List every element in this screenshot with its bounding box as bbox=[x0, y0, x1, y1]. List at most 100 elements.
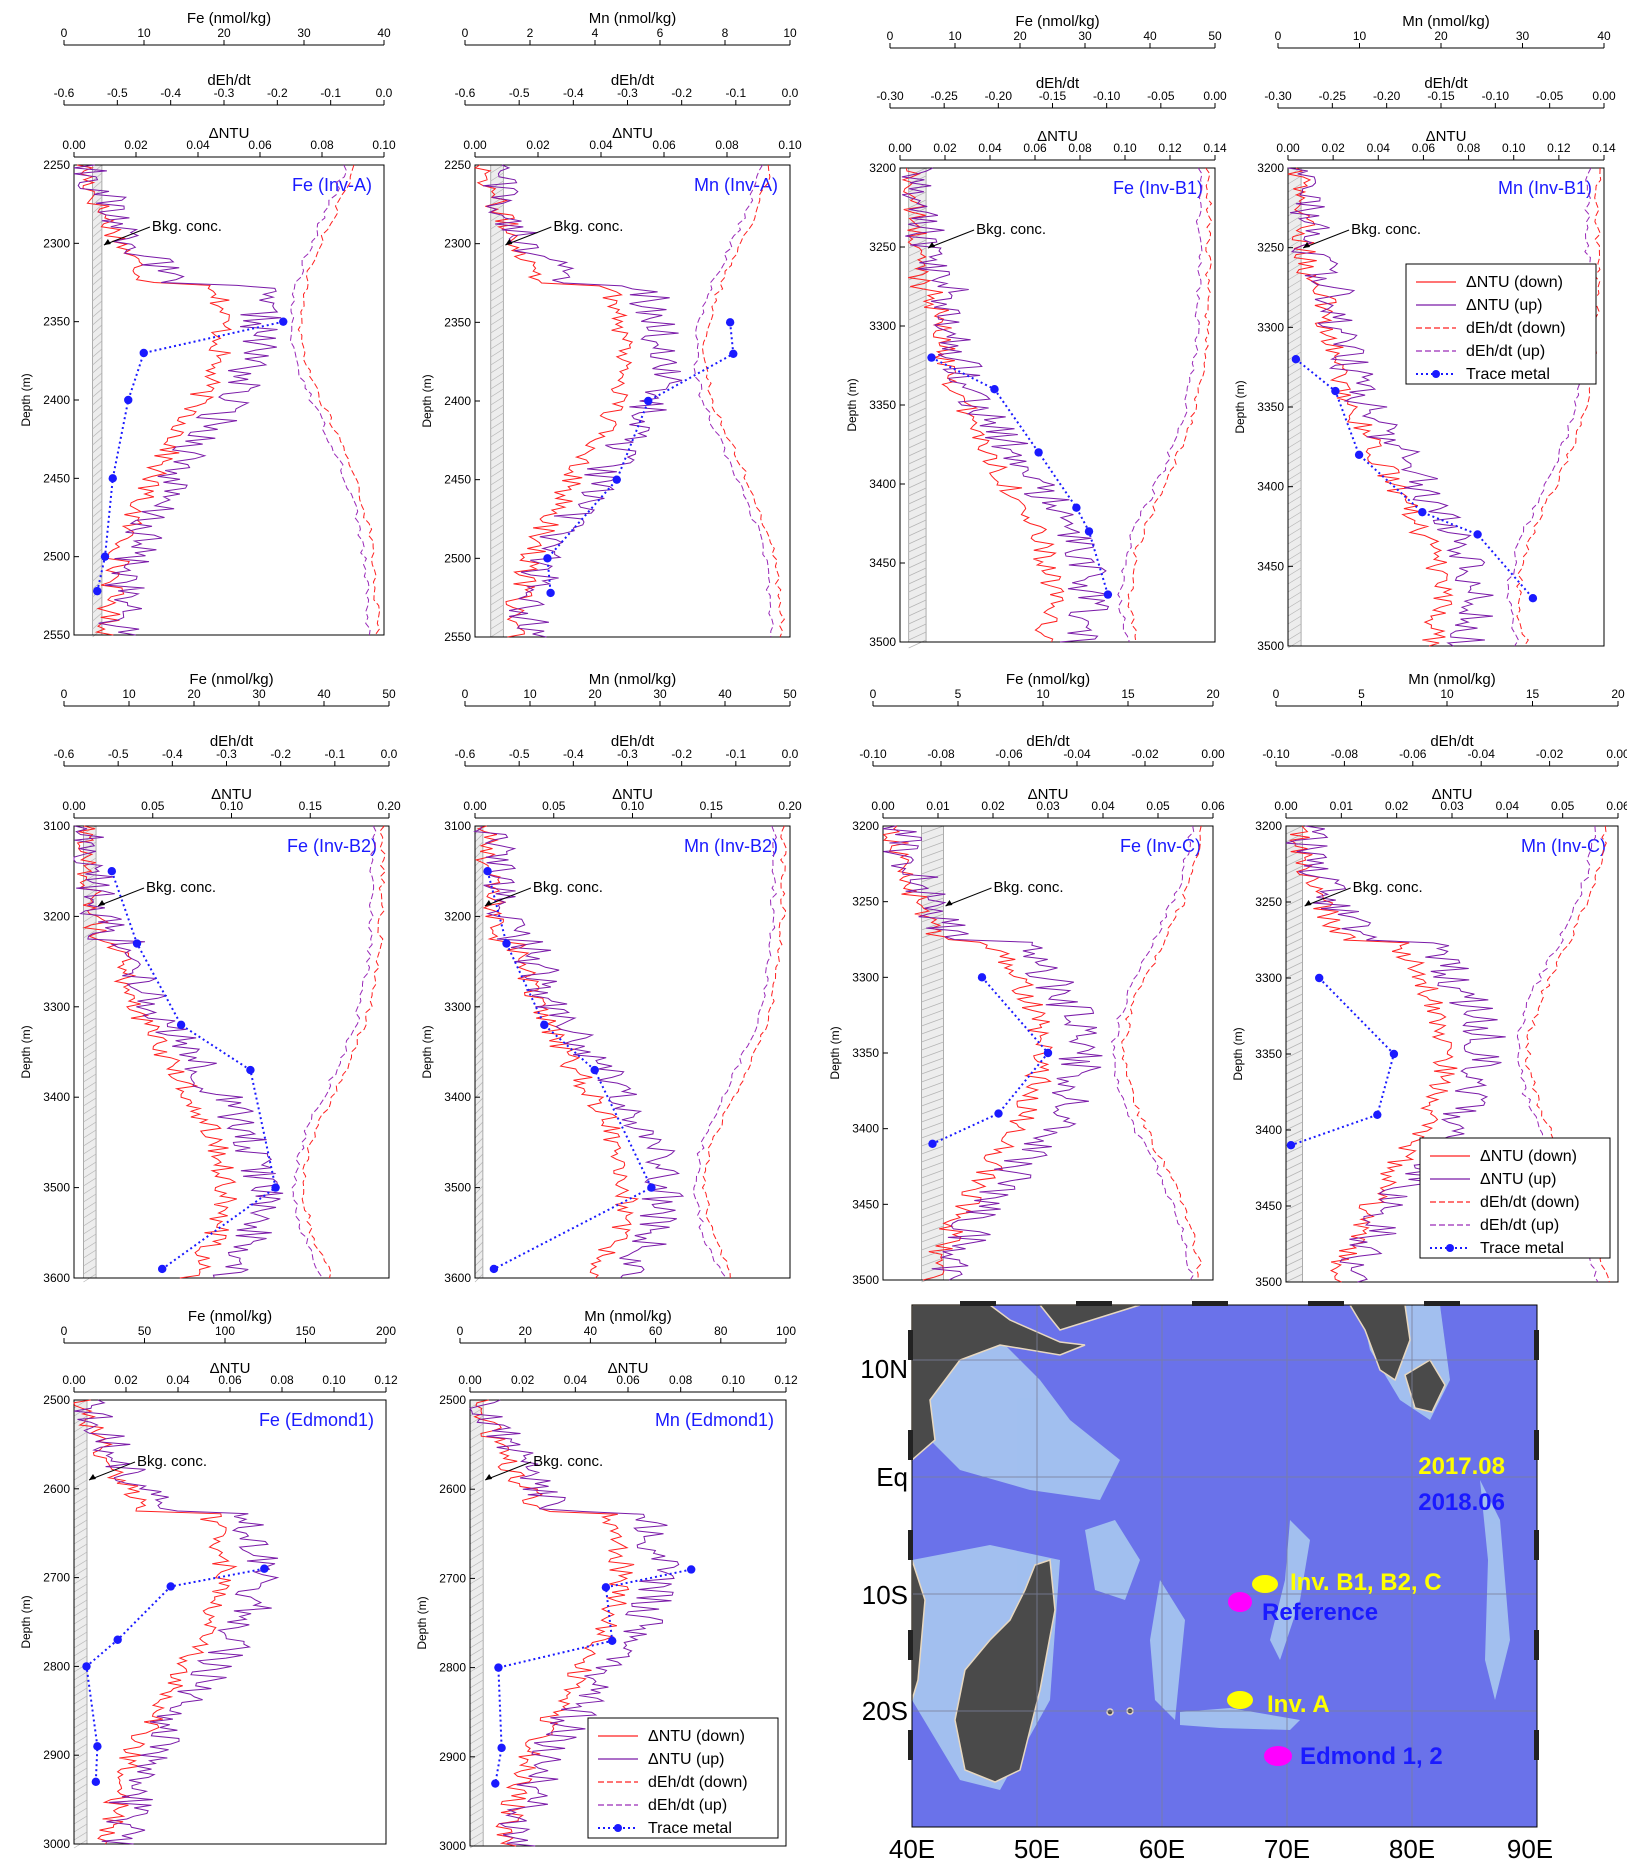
background-hatch bbox=[469, 1463, 484, 1473]
background-hatch bbox=[921, 1025, 944, 1035]
deh-axis-tick-label: -0.3 bbox=[617, 86, 638, 100]
ntu-axis-tick-label: 0.08 bbox=[715, 138, 739, 152]
ntu-axis-tick-label: 0.10 bbox=[1502, 141, 1526, 155]
background-hatch bbox=[1285, 1097, 1303, 1107]
depth-tick-label: 3200 bbox=[852, 819, 879, 833]
metal-axis-label: Fe (nmol/kg) bbox=[1006, 671, 1090, 688]
background-hatch bbox=[921, 945, 944, 955]
plot-frame bbox=[73, 1399, 387, 1845]
ntu-axis-tick-label: 0.10 bbox=[778, 138, 802, 152]
trace-metal-point bbox=[497, 1743, 506, 1753]
ntu-axis-tick-label: 0.00 bbox=[62, 138, 86, 152]
background-hatch bbox=[908, 431, 927, 441]
background-hatch bbox=[83, 1025, 97, 1035]
background-hatch bbox=[474, 857, 484, 867]
legend-label: ΔNTU (down) bbox=[648, 1728, 745, 1745]
deh-axis-label: dEh/dt bbox=[1026, 733, 1070, 750]
map-lon-labels: 40E 50E 60E 70E 80E 90E bbox=[889, 1834, 1553, 1864]
depth-tick-label: 3450 bbox=[1255, 1199, 1282, 1213]
legend-label: dEh/dt (up) bbox=[1480, 1217, 1559, 1234]
depth-tick-label: 2450 bbox=[444, 473, 471, 487]
site-marker-edmond bbox=[1264, 1746, 1292, 1766]
depth-tick-label: 3100 bbox=[43, 819, 70, 833]
ntu-axis-tick-label: 0.02 bbox=[1321, 141, 1345, 155]
background-hatch bbox=[92, 292, 103, 302]
background-hatch bbox=[490, 292, 504, 302]
background-hatch bbox=[474, 1017, 484, 1027]
background-hatch bbox=[1285, 1033, 1303, 1043]
depth-tick-label: 3600 bbox=[444, 1271, 471, 1285]
background-hatch bbox=[921, 1073, 944, 1083]
trace-metal-point bbox=[113, 1635, 122, 1644]
background-hatch bbox=[92, 612, 103, 622]
background-hatch bbox=[908, 495, 927, 505]
deh-axis-tick-label: -0.5 bbox=[107, 86, 128, 100]
metal-axis-tick-label: 5 bbox=[1358, 687, 1365, 701]
background-hatch bbox=[83, 1153, 97, 1163]
background-hatch bbox=[469, 1815, 484, 1825]
background-hatch bbox=[83, 1073, 97, 1083]
ntu-axis-tick-label: 0.04 bbox=[978, 141, 1002, 155]
background-hatch bbox=[921, 1169, 944, 1179]
background-hatch bbox=[908, 607, 927, 617]
plot-frame bbox=[1287, 167, 1605, 647]
ntu-axis-tick-label: 0.08 bbox=[1068, 141, 1092, 155]
ntu-axis-tick-label: 0.12 bbox=[774, 1373, 798, 1387]
background-hatch bbox=[474, 1025, 484, 1035]
background-hatch bbox=[73, 1479, 88, 1489]
background-hatch bbox=[92, 548, 103, 558]
deh-axis-tick-label: -0.04 bbox=[1468, 747, 1496, 761]
metal-axis-tick-label: 15 bbox=[1121, 687, 1135, 701]
deh-axis-tick-label: -0.15 bbox=[1427, 89, 1455, 103]
deh-axis-tick-label: -0.1 bbox=[324, 747, 345, 761]
background-hatch bbox=[73, 1823, 88, 1833]
background-hatch bbox=[469, 1607, 484, 1617]
background-hatch bbox=[469, 1479, 484, 1489]
background-hatch bbox=[474, 1241, 484, 1251]
background-hatch bbox=[92, 180, 103, 190]
deh-axis-tick-label: -0.2 bbox=[671, 747, 692, 761]
year-2018-label: 2018.06 bbox=[1418, 1489, 1505, 1516]
bkg-arrow-head bbox=[89, 1474, 96, 1480]
background-hatch bbox=[490, 284, 504, 294]
background-hatch bbox=[1287, 431, 1302, 441]
map-border-ticks bbox=[908, 1301, 1539, 1760]
background-hatch bbox=[490, 260, 504, 270]
metal-axis-tick-label: 0 bbox=[1273, 687, 1280, 701]
background-hatch bbox=[1287, 391, 1302, 401]
background-hatch bbox=[474, 961, 484, 971]
panel-title: Mn (Inv-A) bbox=[694, 175, 778, 195]
legend-box bbox=[1405, 263, 1597, 385]
ntu-down-line bbox=[1288, 825, 1458, 1283]
deh-up-line bbox=[1506, 167, 1592, 647]
metal-axis-tick-label: 0 bbox=[887, 29, 894, 43]
ntu-axis-label: ΔNTU bbox=[1432, 786, 1473, 803]
background-hatch bbox=[92, 308, 103, 318]
depth-tick-label: 3500 bbox=[1255, 1275, 1282, 1289]
deh-axis-tick-label: -0.4 bbox=[160, 86, 181, 100]
background-hatch bbox=[908, 527, 927, 537]
depth-tick-label: 3350 bbox=[1257, 400, 1284, 414]
background-hatch bbox=[490, 476, 504, 486]
background-hatch bbox=[490, 572, 504, 582]
background-hatch bbox=[83, 1193, 97, 1203]
background-hatch bbox=[83, 1209, 97, 1219]
background-hatch bbox=[908, 343, 927, 353]
panel-title: Fe (Edmond1) bbox=[259, 1410, 374, 1430]
depth-tick-label: 3300 bbox=[444, 1000, 471, 1014]
background-hatch bbox=[469, 1791, 484, 1801]
trace-metal-point bbox=[977, 973, 987, 982]
trace-metal-point bbox=[100, 552, 110, 561]
ntu-down-line bbox=[1287, 167, 1454, 647]
background-hatch bbox=[73, 1727, 88, 1737]
background-hatch bbox=[83, 985, 97, 995]
ntu-axis-tick-label: 0.12 bbox=[374, 1373, 398, 1387]
background-hatch bbox=[921, 1017, 944, 1027]
site-label-reference: Reference bbox=[1262, 1599, 1378, 1626]
background-hatch bbox=[1285, 1089, 1303, 1099]
bkg-arrow-head bbox=[98, 900, 106, 906]
background-hatch bbox=[92, 204, 103, 214]
background-hatch bbox=[474, 841, 484, 851]
deh-down-line bbox=[1524, 825, 1610, 1283]
bkg-arrow-head bbox=[928, 242, 936, 248]
